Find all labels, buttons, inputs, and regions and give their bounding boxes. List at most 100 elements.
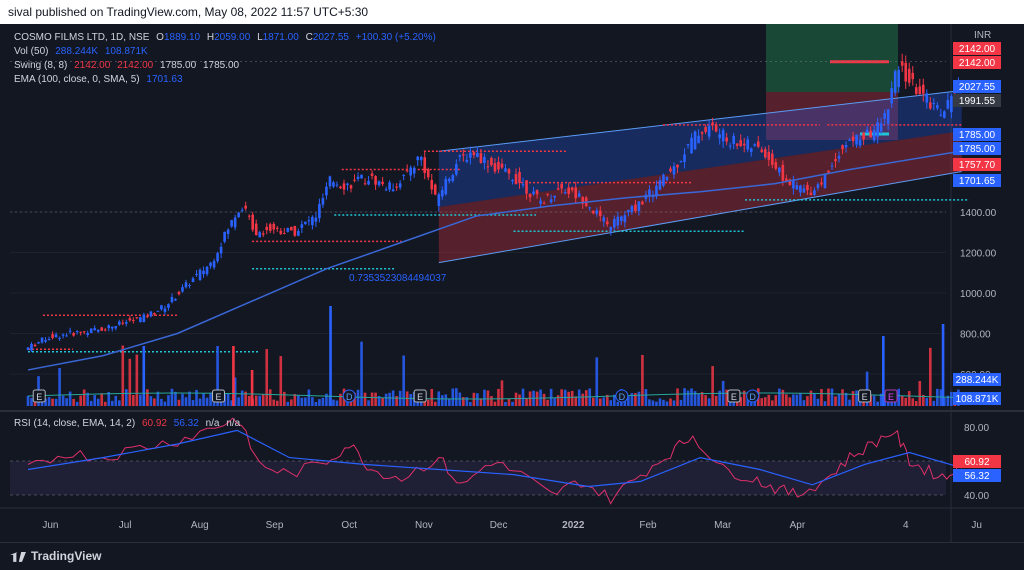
- event-marker-d[interactable]: D: [746, 389, 760, 403]
- badge-text: 1701.65: [959, 176, 996, 187]
- event-marker-e[interactable]: E: [858, 389, 872, 403]
- price-chart[interactable]: 1200.001400.001000.00800.00600.00INR0.73…: [0, 24, 1024, 542]
- volume-bar: [279, 356, 283, 406]
- volume-bar: [240, 390, 244, 406]
- price-badge: 1991.55: [953, 94, 1001, 107]
- candle-body: [613, 219, 616, 228]
- event-marker-label: E: [731, 392, 737, 402]
- candle-body: [233, 217, 237, 228]
- volume-bar: [676, 388, 679, 406]
- candle-body: [177, 291, 181, 295]
- event-marker-e[interactable]: E: [211, 389, 225, 403]
- volume-bar: [634, 393, 637, 406]
- volume-bar: [433, 401, 437, 406]
- candle-body: [739, 140, 743, 147]
- candle-body: [103, 329, 107, 331]
- candle-body: [472, 152, 476, 156]
- candle-body: [142, 314, 146, 323]
- candle-body: [598, 210, 602, 217]
- volume-bar: [595, 357, 599, 406]
- volume-bar: [613, 394, 616, 406]
- candle-body: [844, 145, 848, 148]
- volume-bar: [907, 391, 911, 406]
- volume-bar: [402, 355, 405, 406]
- event-marker-label: D: [619, 392, 626, 402]
- candle-body: [282, 232, 286, 234]
- candle-body: [89, 328, 93, 334]
- candle-body: [297, 230, 300, 236]
- legend-close: 2027.55: [312, 32, 349, 43]
- volume-bar: [282, 391, 286, 406]
- legend-vol-row: Vol (50) 288.244K 108.871K: [14, 46, 148, 57]
- candle-body: [929, 102, 932, 109]
- event-marker-e[interactable]: E: [727, 389, 741, 403]
- volume-bar: [711, 366, 714, 406]
- volume-bar: [314, 401, 318, 406]
- legend-ema-value: 1701.63: [146, 74, 183, 85]
- volume-bar: [939, 389, 943, 406]
- volume-bar: [132, 394, 135, 406]
- candle-body: [437, 194, 441, 206]
- volume-bar: [311, 397, 314, 406]
- candle-body: [469, 152, 472, 158]
- volume-bar: [290, 399, 293, 406]
- volume-bar: [834, 396, 837, 406]
- candle-body: [423, 157, 427, 173]
- volume-bar: [174, 391, 177, 406]
- event-marker-d[interactable]: D: [615, 389, 629, 403]
- volume-bar: [950, 391, 953, 406]
- candle-body: [683, 154, 686, 162]
- candle-body: [746, 139, 750, 150]
- candle-body: [574, 187, 578, 199]
- candle-body: [686, 144, 690, 146]
- candle-body: [170, 297, 174, 303]
- candle-body: [184, 282, 188, 288]
- event-marker-d[interactable]: D: [342, 389, 356, 403]
- candle-body: [950, 96, 953, 113]
- volume-bar: [318, 399, 321, 406]
- candle-body: [936, 105, 939, 109]
- earnings-marker-box: [32, 389, 46, 403]
- candle-body: [458, 155, 462, 157]
- candle-body: [914, 87, 918, 94]
- volume-bar: [697, 393, 700, 406]
- candle-body: [325, 186, 328, 196]
- candle-body: [240, 209, 244, 211]
- candle-body: [911, 72, 915, 80]
- candle-body: [735, 143, 739, 146]
- candle-body: [749, 148, 753, 152]
- event-marker-e[interactable]: E: [413, 389, 427, 403]
- x-tick-label: Nov: [415, 520, 433, 531]
- candle-body: [465, 159, 469, 162]
- candle-body: [637, 201, 641, 211]
- volume-bar: [914, 401, 918, 406]
- candle-body: [872, 129, 876, 141]
- candle-body: [300, 224, 304, 228]
- volume-bar: [511, 401, 514, 406]
- candle-body: [244, 205, 247, 209]
- channel-upper-line: [438, 90, 962, 152]
- candle-body: [93, 328, 97, 331]
- volume-bar: [651, 400, 655, 406]
- earnings-marker-box: [211, 389, 225, 403]
- volume-bar: [774, 395, 778, 406]
- volume-bar: [68, 391, 72, 406]
- legend-swing-v1: 2142.00: [74, 60, 111, 71]
- publish-bar: sival published on TradingView.com, May …: [0, 0, 1024, 24]
- volume-bar: [921, 394, 925, 406]
- tradingview-logo[interactable]: TradingView: [10, 549, 101, 563]
- candle-body: [237, 212, 240, 218]
- badge-bg: [953, 56, 1001, 69]
- candle-body: [65, 335, 68, 337]
- volume-bar: [816, 398, 820, 406]
- volume-bar: [581, 393, 585, 406]
- candle-body: [433, 184, 437, 195]
- volume-bar: [823, 401, 827, 406]
- volume-bar: [465, 397, 469, 406]
- candle-body: [490, 157, 493, 166]
- price-badge: 1757.70: [953, 158, 1001, 171]
- candle-body: [742, 143, 746, 146]
- volume-bar: [103, 401, 107, 406]
- volume-bar: [760, 398, 764, 406]
- event-marker-e[interactable]: E: [32, 389, 46, 403]
